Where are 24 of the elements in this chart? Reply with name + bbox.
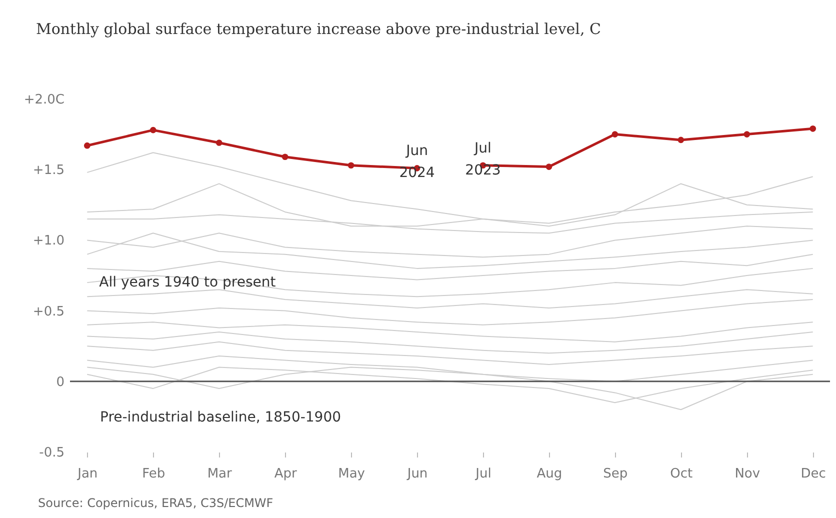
y-tick-label: +1.5 — [32, 163, 64, 178]
y-tick-label: 0 — [56, 374, 64, 390]
x-tick-label: Feb — [142, 466, 166, 482]
x-tick-label: Jun — [406, 466, 428, 482]
x-tick-label: Dec — [800, 466, 826, 482]
x-tick-label: Oct — [670, 466, 693, 482]
x-tick-label: Sep — [603, 466, 628, 482]
x-tick-label: May — [338, 466, 366, 482]
y-tick-label: +2.0C — [24, 92, 64, 108]
x-tick-label: Jan — [76, 466, 98, 482]
annotation: All years 1940 to present — [99, 274, 276, 291]
x-tick-label: Jul — [474, 466, 492, 482]
y-tick-label: +0.5 — [32, 304, 64, 320]
annotation: Jun 2024 — [399, 143, 435, 182]
x-tick-label: Apr — [274, 466, 298, 482]
chart-title: Monthly global surface temperature increase above pre-industrial level, C — [36, 20, 601, 38]
y-tick-label: -0.5 — [39, 446, 64, 460]
x-tick-label: Aug — [536, 466, 562, 482]
annotation: Jul 2023 — [465, 140, 501, 178]
y-tick-label: +1.0 — [32, 234, 64, 249]
source-note: Source: Copernicus, ERA5, C3S/ECMWF — [38, 496, 274, 510]
ref-line-label: Pre-industrial baseline, 1850-1900 — [100, 409, 342, 426]
x-tick-label: Mar — [207, 466, 233, 482]
x-tick-label: Nov — [734, 466, 760, 482]
